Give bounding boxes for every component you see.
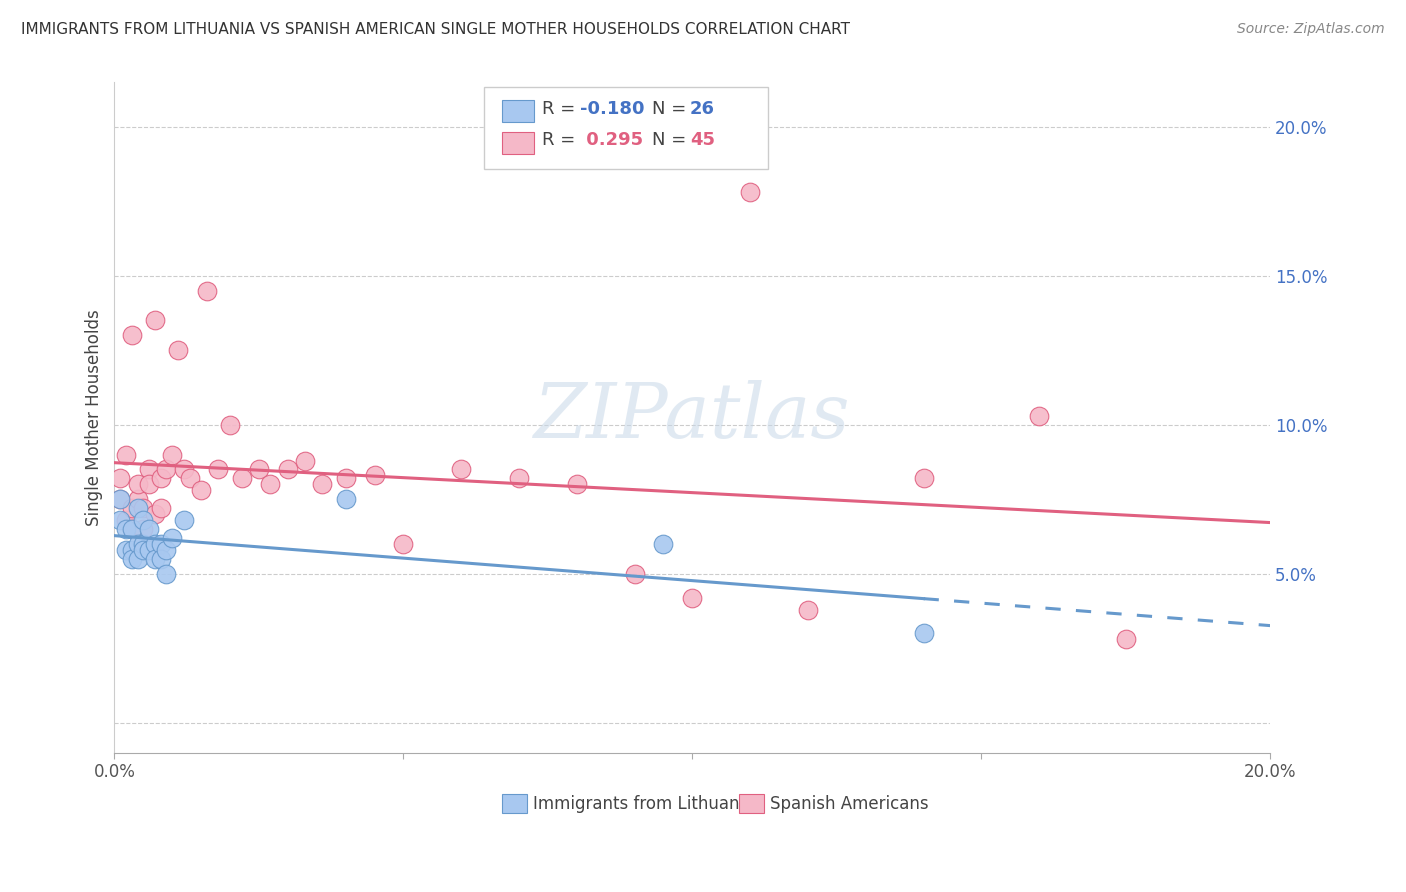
Point [108,492,131,507]
Y-axis label: Single Mother Households: Single Mother Households [86,309,103,525]
Point [155,462,177,476]
Point [121,522,143,536]
Point [115,448,138,462]
Text: IMMIGRANTS FROM LITHUANIA VS SPANISH AMERICAN SINGLE MOTHER HOUSEHOLDS CORRELATI: IMMIGRANTS FROM LITHUANIA VS SPANISH AME… [21,22,851,37]
Text: 45: 45 [690,131,716,149]
Point [155,543,177,558]
Point [115,543,138,558]
Point [1115,632,1137,647]
Point [623,566,645,581]
Point [247,462,270,476]
FancyBboxPatch shape [738,795,763,814]
Point [195,284,218,298]
Point [138,543,160,558]
Text: R =: R = [543,131,581,149]
FancyBboxPatch shape [502,131,534,153]
Point [450,462,472,476]
Point [207,462,229,476]
Text: R =: R = [543,100,581,118]
Text: Immigrants from Lithuania: Immigrants from Lithuania [533,795,754,813]
Point [173,513,195,527]
Text: -0.180: -0.180 [581,100,645,118]
Point [132,543,155,558]
Point [132,537,155,551]
Text: N =: N = [652,131,692,149]
FancyBboxPatch shape [484,87,768,169]
Point [132,513,155,527]
Point [311,477,333,491]
Point [143,313,166,327]
Point [797,602,820,616]
Point [335,492,357,507]
Point [508,471,530,485]
Point [1028,409,1050,423]
Point [652,537,675,551]
Point [740,185,762,199]
Point [143,537,166,551]
Point [115,513,138,527]
Point [160,531,183,545]
Point [681,591,703,605]
Point [138,462,160,476]
Point [277,462,299,476]
Point [912,626,935,640]
Point [121,501,143,516]
Point [179,471,201,485]
Text: Spanish Americans: Spanish Americans [770,795,928,813]
Point [259,477,281,491]
Point [121,328,143,343]
Point [108,471,131,485]
Point [121,522,143,536]
Point [127,477,149,491]
Point [115,522,138,536]
Point [143,507,166,521]
Text: 0.295: 0.295 [581,131,644,149]
Point [108,492,131,507]
Point [127,537,149,551]
Point [912,471,935,485]
Point [149,501,172,516]
Point [127,501,149,516]
Point [149,552,172,566]
Point [121,552,143,566]
Point [138,522,160,536]
Point [155,566,177,581]
Point [143,552,166,566]
Point [149,471,172,485]
Point [173,462,195,476]
Point [149,537,172,551]
Text: ZIPatlas: ZIPatlas [534,380,851,454]
FancyBboxPatch shape [502,100,534,122]
Point [121,543,143,558]
Point [132,522,155,536]
Text: N =: N = [652,100,692,118]
Point [127,492,149,507]
Point [132,501,155,516]
Point [231,471,253,485]
Point [363,468,385,483]
Text: Source: ZipAtlas.com: Source: ZipAtlas.com [1237,22,1385,37]
FancyBboxPatch shape [502,795,527,814]
Point [335,471,357,485]
Point [190,483,212,498]
Point [138,477,160,491]
Point [108,513,131,527]
Point [127,552,149,566]
Point [167,343,190,358]
Text: 26: 26 [690,100,716,118]
Point [392,537,415,551]
Point [294,453,316,467]
Point [565,477,588,491]
Point [160,448,183,462]
Point [219,417,242,432]
